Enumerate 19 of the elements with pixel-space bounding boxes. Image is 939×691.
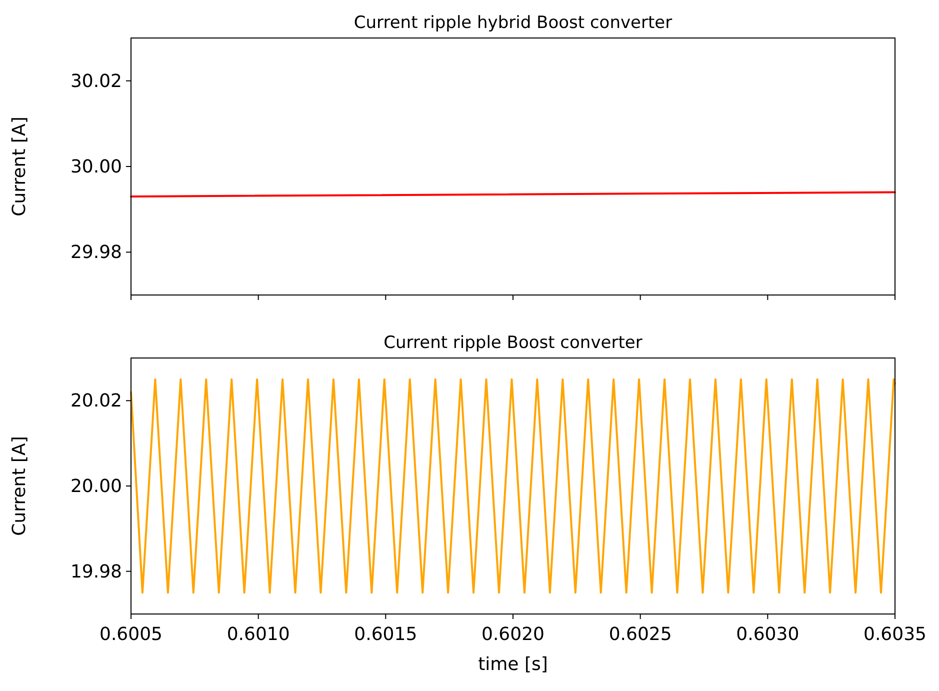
chart-title: Current ripple hybrid Boost converter xyxy=(354,13,672,33)
y-tick-label: 30.00 xyxy=(70,156,122,178)
y-tick-label: 19.98 xyxy=(70,561,122,582)
x-tick-label: 0.6020 xyxy=(482,624,544,645)
y-tick-label: 29.98 xyxy=(70,242,122,264)
y-axis-title: Current [A] xyxy=(9,116,30,216)
y-tick-label: 30.02 xyxy=(70,70,122,92)
x-tick-label: 0.6015 xyxy=(354,624,418,645)
y-tick-label: 20.00 xyxy=(70,476,122,497)
x-tick-label: 0.6010 xyxy=(226,624,290,645)
x-tick-label: 0.6005 xyxy=(100,624,162,645)
chart-title: Current ripple Boost converter xyxy=(384,333,642,353)
y-axis-title: Current [A] xyxy=(9,436,30,536)
x-axis-title: time [s] xyxy=(478,654,548,675)
x-tick-label: 0.6035 xyxy=(864,624,926,645)
y-tick-label: 20.02 xyxy=(70,390,122,412)
x-tick-label: 0.6030 xyxy=(736,624,800,645)
x-tick-label: 0.6025 xyxy=(608,624,672,645)
line-series xyxy=(130,378,896,594)
